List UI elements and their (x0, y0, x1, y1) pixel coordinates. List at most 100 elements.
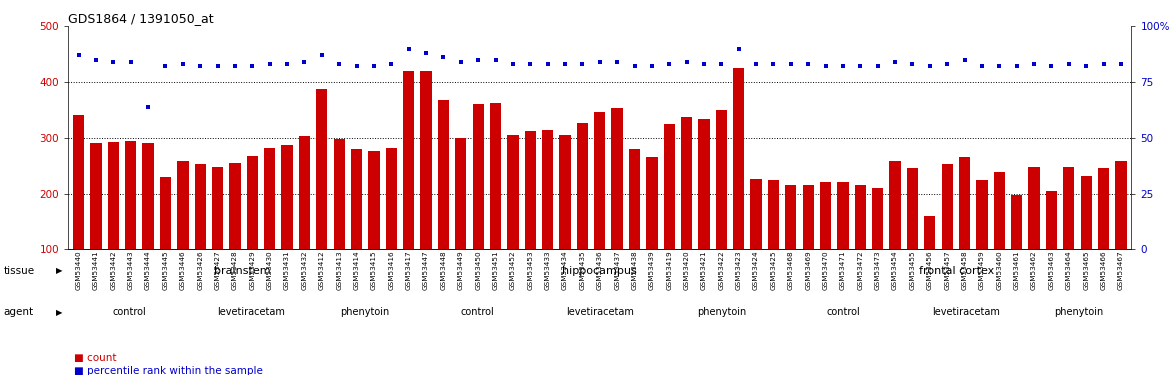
Bar (560, 135, 570, 249)
Bar (403, 71, 414, 249)
Text: tissue: tissue (4, 266, 34, 276)
Bar (768, 180, 780, 249)
Point (868, 63, 887, 69)
Bar (507, 135, 519, 249)
Bar (647, 158, 657, 249)
Text: ▶: ▶ (55, 266, 62, 275)
Point (590, 59, 609, 65)
Bar (612, 108, 623, 249)
Bar (750, 179, 762, 249)
Bar (699, 119, 709, 249)
Bar (524, 131, 536, 249)
Bar (91, 143, 101, 249)
Point (626, 63, 644, 69)
Text: levetiracetam: levetiracetam (218, 307, 285, 317)
Point (469, 57, 488, 63)
Point (103, 59, 122, 65)
Point (608, 59, 627, 65)
Text: agent: agent (4, 307, 34, 317)
Bar (247, 156, 258, 249)
Bar (194, 164, 206, 249)
Bar (681, 117, 693, 249)
Point (173, 61, 192, 67)
Bar (716, 110, 727, 249)
Bar (873, 188, 883, 249)
Point (555, 61, 574, 67)
Bar (1063, 167, 1075, 249)
Bar (958, 158, 970, 249)
Point (503, 61, 522, 67)
Point (278, 61, 296, 67)
Point (1024, 61, 1043, 67)
Text: control: control (113, 307, 146, 317)
Point (156, 63, 175, 69)
Point (295, 59, 314, 65)
Point (816, 63, 835, 69)
Text: brainstem: brainstem (214, 266, 270, 276)
Text: ■ percentile rank within the sample: ■ percentile rank within the sample (74, 366, 263, 375)
Point (243, 63, 262, 69)
Bar (942, 164, 953, 249)
Text: levetiracetam: levetiracetam (931, 307, 1000, 317)
Text: levetiracetam: levetiracetam (566, 307, 634, 317)
Text: hippocampus: hippocampus (562, 266, 637, 276)
Point (365, 63, 383, 69)
Text: control: control (461, 307, 495, 317)
Bar (629, 149, 640, 249)
Point (973, 63, 991, 69)
Text: GDS1864 / 1391050_at: GDS1864 / 1391050_at (68, 12, 214, 25)
Point (677, 59, 696, 65)
Bar (889, 161, 901, 249)
Point (660, 61, 679, 67)
Bar (281, 144, 293, 249)
Point (903, 61, 922, 67)
Bar (924, 216, 935, 249)
Bar (1011, 195, 1022, 249)
Point (834, 63, 853, 69)
Point (329, 61, 348, 67)
Point (486, 57, 505, 63)
Bar (820, 182, 831, 249)
Point (711, 61, 730, 67)
Bar (733, 68, 744, 249)
Bar (542, 130, 553, 249)
Point (1008, 63, 1027, 69)
Bar (1045, 191, 1057, 249)
Bar (490, 103, 501, 249)
Point (121, 59, 140, 65)
Bar (73, 116, 85, 249)
Bar (663, 124, 675, 249)
Bar (125, 141, 136, 249)
Point (851, 63, 870, 69)
Bar (316, 89, 327, 249)
Bar (907, 168, 918, 249)
Bar (420, 71, 432, 249)
Bar (368, 151, 380, 249)
Bar (160, 177, 172, 249)
Point (729, 46, 748, 52)
Point (1094, 61, 1112, 67)
Bar (229, 163, 241, 249)
Point (191, 63, 209, 69)
Point (87, 57, 106, 63)
Bar (142, 143, 154, 249)
Bar (1115, 161, 1127, 249)
Text: phenytoin: phenytoin (697, 307, 747, 317)
Point (69, 52, 88, 58)
Point (573, 61, 592, 67)
Bar (455, 138, 467, 249)
Bar (976, 180, 988, 249)
Bar (994, 172, 1005, 249)
Point (416, 50, 435, 56)
Point (1042, 63, 1061, 69)
Point (260, 61, 279, 67)
Bar (837, 182, 849, 249)
Point (695, 61, 714, 67)
Point (139, 104, 158, 110)
Point (747, 61, 766, 67)
Bar (212, 167, 223, 249)
Point (347, 63, 366, 69)
Bar (1028, 167, 1040, 249)
Point (781, 61, 800, 67)
Text: ▶: ▶ (55, 308, 62, 316)
